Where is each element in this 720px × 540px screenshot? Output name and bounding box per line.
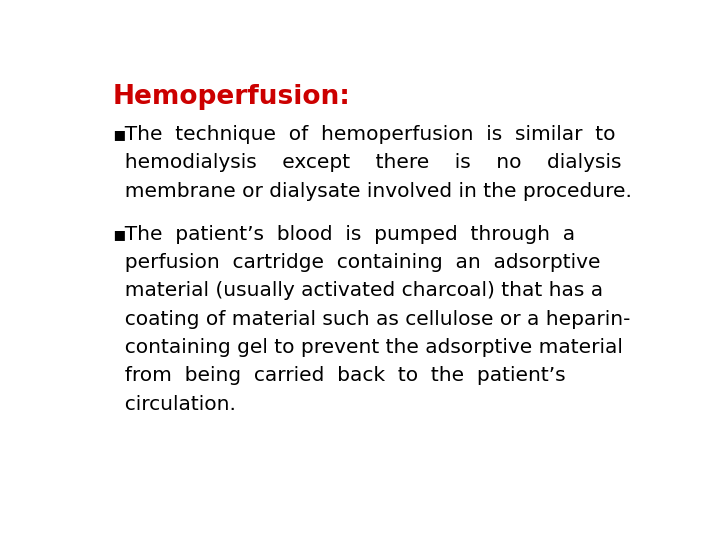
Text: ▪: ▪ <box>112 225 126 244</box>
Text: membrane or dialysate involved in the procedure.: membrane or dialysate involved in the pr… <box>112 181 632 201</box>
Text: Hemoperfusion:: Hemoperfusion: <box>112 84 350 110</box>
Text: The  patient’s  blood  is  pumped  through  a: The patient’s blood is pumped through a <box>112 225 575 244</box>
Text: coating of material such as cellulose or a heparin-: coating of material such as cellulose or… <box>112 310 631 329</box>
Text: ▪: ▪ <box>112 125 126 144</box>
Text: circulation.: circulation. <box>112 395 236 414</box>
Text: material (usually activated charcoal) that has a: material (usually activated charcoal) th… <box>112 281 603 300</box>
Text: hemodialysis    except    there    is    no    dialysis: hemodialysis except there is no dialysis <box>112 153 622 172</box>
Text: The  technique  of  hemoperfusion  is  similar  to: The technique of hemoperfusion is simila… <box>112 125 616 144</box>
Text: containing gel to prevent the adsorptive material: containing gel to prevent the adsorptive… <box>112 338 624 357</box>
Text: from  being  carried  back  to  the  patient’s: from being carried back to the patient’s <box>112 366 566 385</box>
Text: perfusion  cartridge  containing  an  adsorptive: perfusion cartridge containing an adsorp… <box>112 253 600 272</box>
